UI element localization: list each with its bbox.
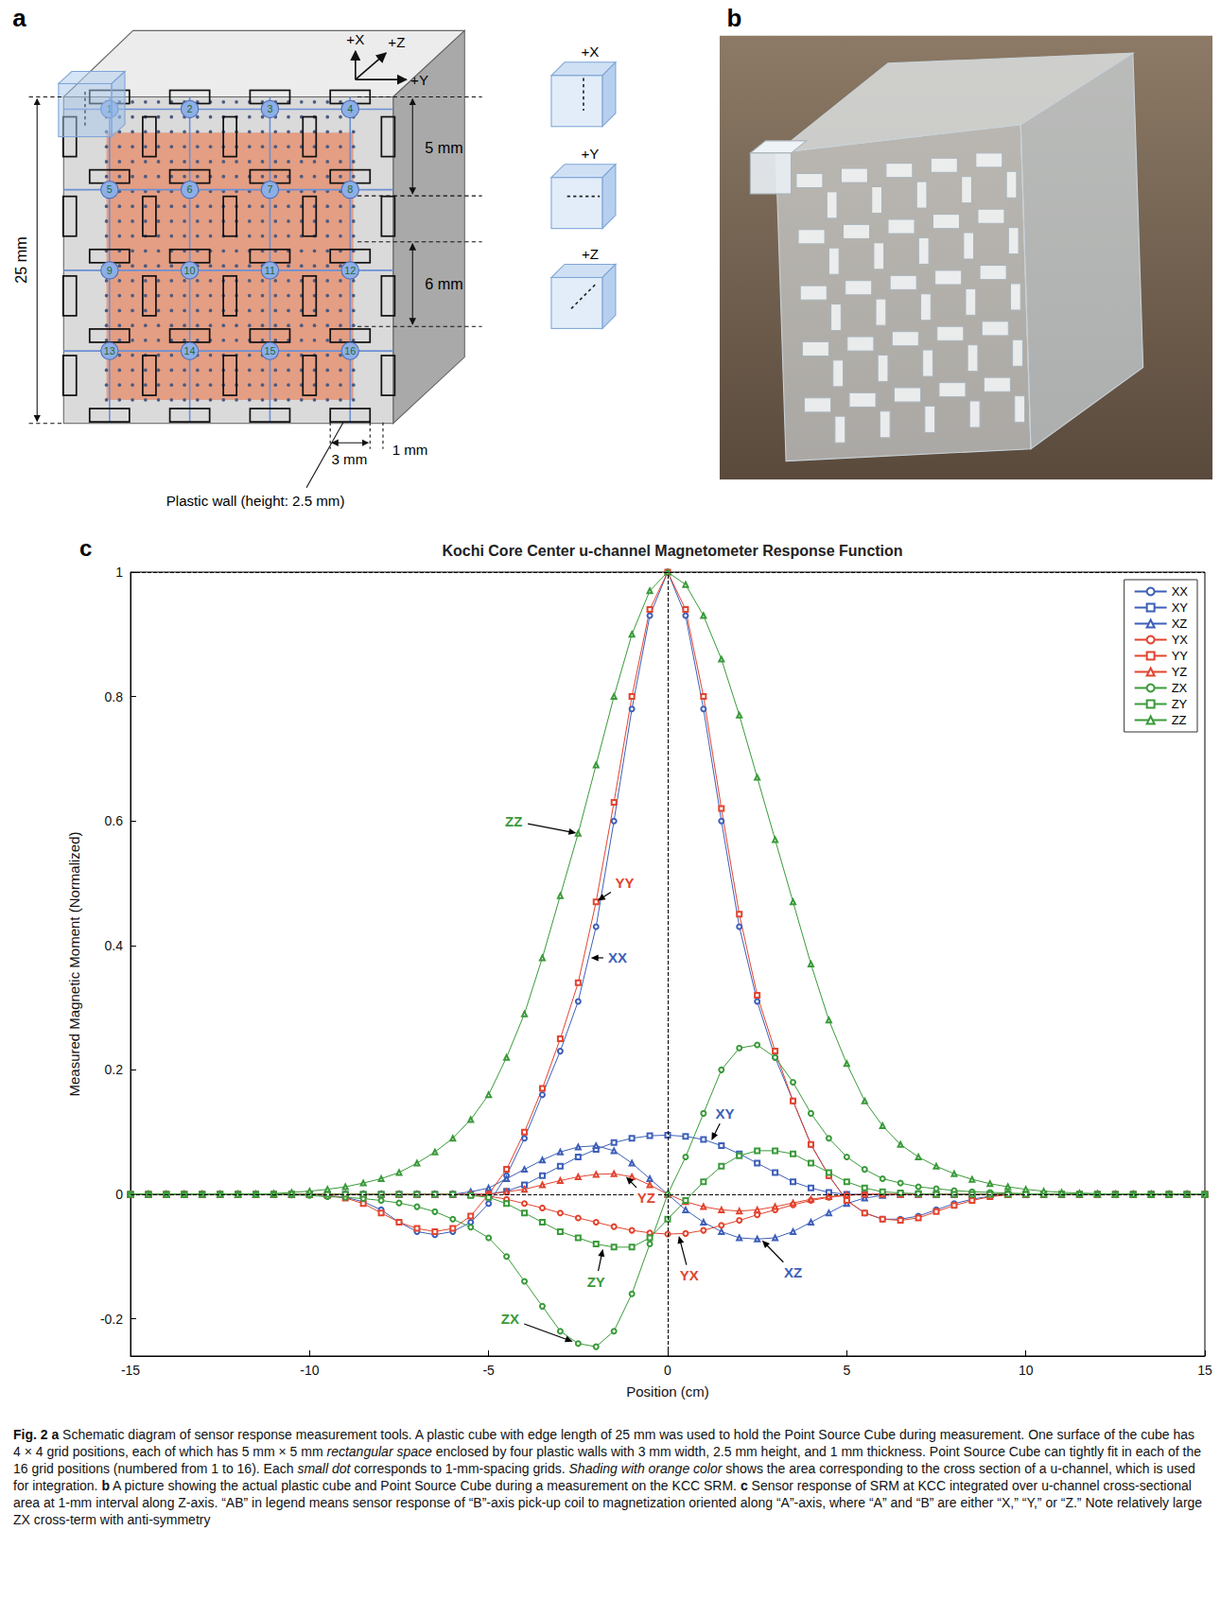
svg-text:10: 10 [1018, 1362, 1034, 1378]
svg-text:ZX: ZX [1171, 680, 1188, 696]
svg-text:a: a [12, 4, 27, 32]
svg-text:7: 7 [266, 183, 273, 195]
svg-text:6: 6 [187, 183, 193, 195]
svg-text:10: 10 [184, 264, 196, 277]
svg-text:8: 8 [347, 183, 353, 195]
svg-text:0: 0 [115, 1186, 123, 1203]
svg-text:0: 0 [663, 1362, 672, 1378]
svg-text:ZY: ZY [587, 1273, 606, 1290]
svg-text:b: b [727, 4, 743, 32]
svg-text:XX: XX [608, 949, 628, 966]
svg-text:16: 16 [344, 345, 356, 357]
svg-text:0.6: 0.6 [104, 813, 124, 829]
svg-text:3: 3 [266, 103, 273, 115]
svg-text:3 mm: 3 mm [331, 451, 367, 468]
svg-text:YY: YY [615, 874, 635, 891]
svg-text:11: 11 [264, 264, 276, 277]
svg-text:25 mm: 25 mm [12, 236, 30, 283]
svg-text:+Z: +Z [387, 34, 405, 51]
svg-text:ZY: ZY [1171, 697, 1188, 712]
svg-text:Kochi Core Center u-channel Ma: Kochi Core Center u-channel Magnetometer… [441, 542, 903, 559]
svg-text:+X: +X [581, 43, 600, 60]
svg-text:-0.2: -0.2 [100, 1311, 123, 1327]
svg-text:Position (cm): Position (cm) [626, 1383, 710, 1400]
svg-text:14: 14 [184, 345, 196, 357]
svg-text:0.2: 0.2 [104, 1062, 124, 1078]
svg-text:-10: -10 [299, 1362, 319, 1378]
svg-text:15: 15 [263, 345, 276, 357]
svg-text:5: 5 [106, 183, 113, 195]
svg-text:+Y: +Y [410, 71, 429, 88]
svg-text:ZX: ZX [501, 1310, 520, 1327]
svg-text:+Y: +Y [581, 145, 600, 162]
svg-text:13: 13 [104, 345, 116, 357]
svg-text:XY: XY [1171, 600, 1189, 615]
svg-text:9: 9 [106, 264, 113, 277]
svg-text:-15: -15 [121, 1362, 140, 1378]
svg-text:XZ: XZ [784, 1264, 802, 1281]
svg-text:ZZ: ZZ [1171, 713, 1187, 728]
svg-text:12: 12 [344, 264, 356, 277]
svg-text:XZ: XZ [1171, 616, 1188, 631]
svg-text:c: c [79, 535, 92, 561]
svg-text:YY: YY [1171, 648, 1189, 663]
svg-text:0.8: 0.8 [104, 689, 124, 705]
svg-text:YX: YX [1171, 632, 1189, 647]
svg-text:1 mm: 1 mm [392, 441, 429, 458]
svg-text:Measured Magnetic Moment (Norm: Measured Magnetic Moment (Normalized) [66, 831, 83, 1097]
svg-text:5: 5 [842, 1362, 851, 1378]
svg-text:+Z: +Z [581, 245, 599, 262]
svg-text:0.4: 0.4 [104, 938, 124, 954]
svg-text:Plastic wall (height: 2.5 mm): Plastic wall (height: 2.5 mm) [166, 492, 346, 509]
svg-text:6 mm: 6 mm [424, 275, 463, 293]
svg-text:+X: +X [346, 31, 365, 48]
svg-text:15: 15 [1197, 1362, 1213, 1378]
html-text:Fig. 2 a Schematic diagram of: Fig. 2 a Schematic diagram of sensor res… [13, 1427, 1203, 1528]
svg-text:-5: -5 [482, 1362, 495, 1378]
svg-text:XX: XX [1171, 584, 1189, 599]
svg-text:YZ: YZ [637, 1189, 656, 1206]
svg-text:1: 1 [115, 564, 123, 580]
svg-text:ZZ: ZZ [505, 813, 523, 830]
svg-text:2: 2 [187, 103, 193, 115]
svg-text:XY: XY [715, 1105, 735, 1122]
svg-text:YX: YX [679, 1267, 699, 1284]
svg-text:4: 4 [347, 103, 353, 115]
svg-text:YZ: YZ [1171, 664, 1188, 680]
svg-text:5 mm: 5 mm [424, 139, 463, 157]
